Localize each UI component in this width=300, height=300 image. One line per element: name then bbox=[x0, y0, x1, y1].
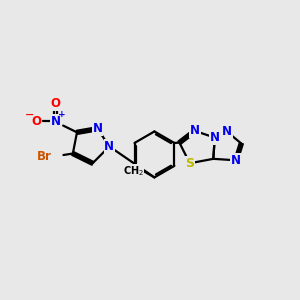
Text: S: S bbox=[185, 157, 194, 170]
Text: N: N bbox=[51, 115, 61, 128]
Text: Br: Br bbox=[37, 150, 52, 163]
Text: N: N bbox=[190, 124, 200, 137]
Text: O: O bbox=[32, 115, 42, 128]
Text: −: − bbox=[25, 110, 34, 120]
Text: N: N bbox=[104, 140, 114, 153]
Text: +: + bbox=[58, 110, 65, 119]
Text: N: N bbox=[93, 122, 103, 135]
Text: CH$_2$: CH$_2$ bbox=[123, 164, 144, 178]
Text: N: N bbox=[210, 131, 220, 144]
Text: N: N bbox=[222, 125, 232, 138]
Text: O: O bbox=[51, 97, 61, 110]
Text: N: N bbox=[231, 154, 241, 167]
